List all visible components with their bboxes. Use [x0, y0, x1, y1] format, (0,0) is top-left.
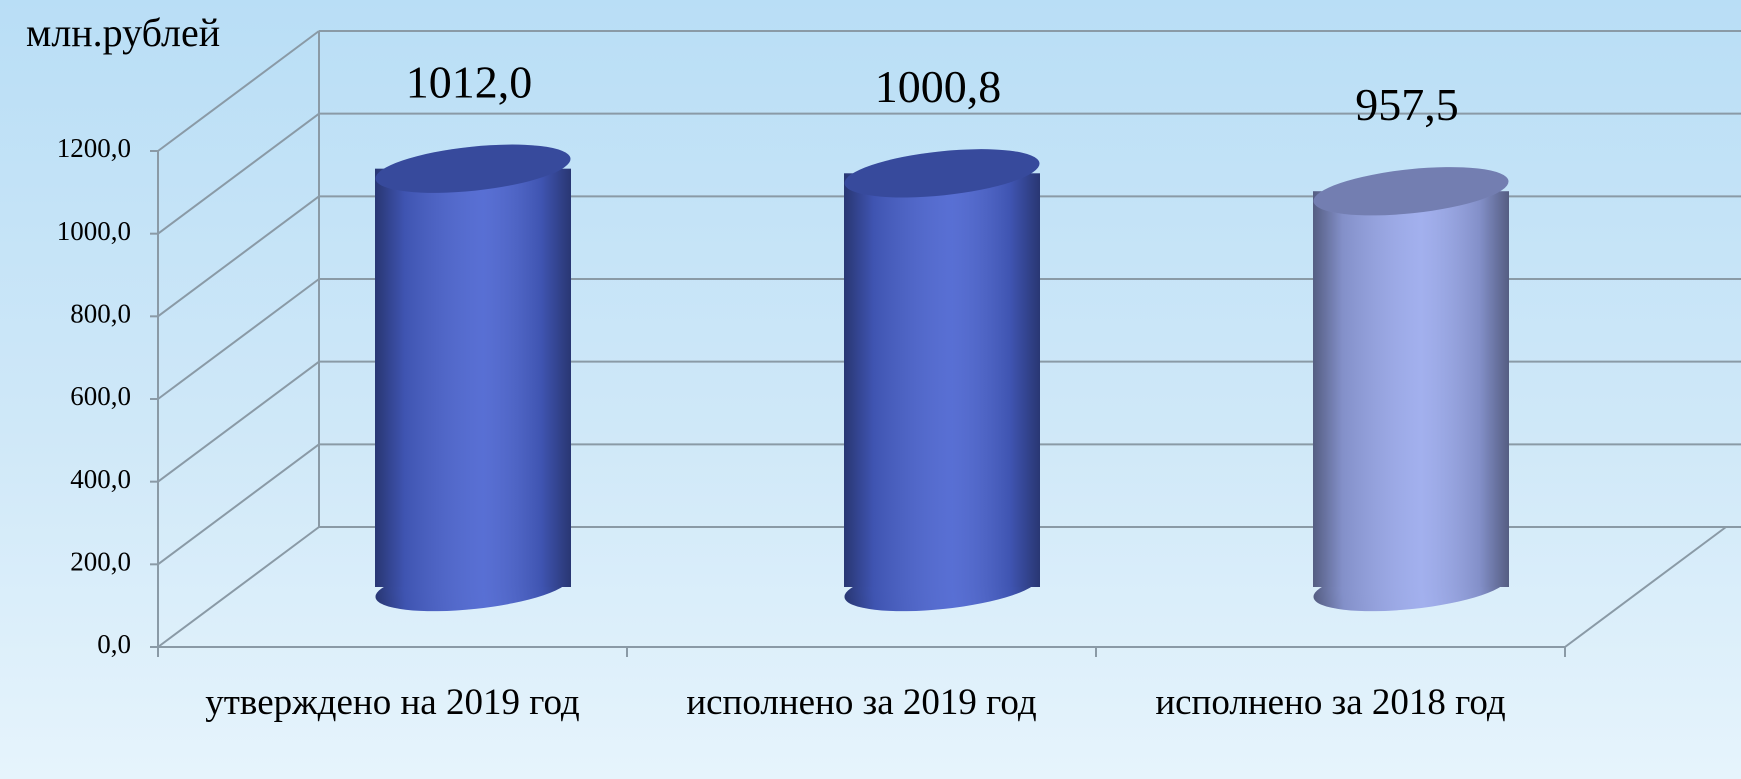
grid-line [158, 114, 319, 234]
value-label: 1012,0 [406, 56, 533, 107]
cylinder-shade [375, 169, 571, 587]
y-tick-label: 0,0 [97, 629, 131, 659]
x-tick-label: исполнено за 2018 год [1111, 680, 1551, 726]
y-tick-label: 400,0 [70, 464, 131, 494]
y-axis-title: млн.рублей [26, 10, 220, 55]
y-tick-label: 1000,0 [57, 216, 131, 246]
cylinder-shade [844, 173, 1040, 587]
chart: млн.рублей 0,0 200,0 400,0 600,0 800,0 1000,0… [0, 0, 1741, 779]
floor-edge [1565, 527, 1726, 647]
grid-line [158, 444, 319, 564]
y-tick-label: 1200,0 [57, 133, 131, 163]
y-tick-label: 800,0 [70, 299, 131, 329]
x-tick-label: утверждено на 2019 год [173, 680, 613, 726]
value-label: 1000,8 [875, 61, 1002, 112]
y-tick-label: 600,0 [70, 381, 131, 411]
y-tick-label: 200,0 [70, 547, 131, 577]
grid-line [158, 196, 319, 316]
value-label: 957,5 [1355, 79, 1459, 130]
cylinder-shade [1313, 191, 1509, 587]
grid-line [158, 279, 319, 399]
x-tick-label: исполнено за 2019 год [642, 680, 1082, 726]
grid-line [158, 527, 319, 647]
grid-line [158, 362, 319, 482]
page: {"chart_data": {"type": "bar3d", "ylabel… [0, 0, 1741, 779]
